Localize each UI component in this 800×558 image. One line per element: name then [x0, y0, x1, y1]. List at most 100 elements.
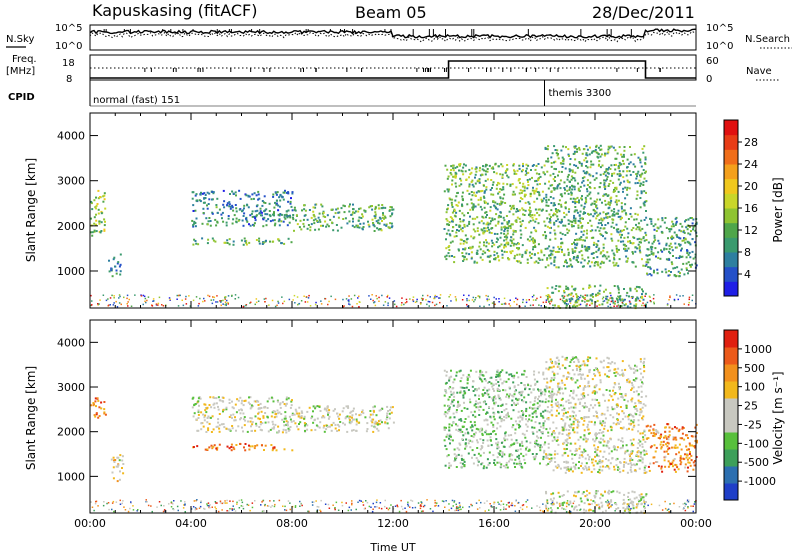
heatmap-cell [487, 178, 489, 180]
heatmap-cell [622, 447, 624, 449]
heatmap-cell [586, 237, 588, 239]
heatmap-cell [561, 388, 563, 390]
heatmap-cell [179, 295, 181, 297]
heatmap-cell [577, 167, 579, 169]
heatmap-cell [454, 453, 456, 455]
heatmap-cell [611, 210, 613, 212]
heatmap-cell [537, 444, 539, 446]
heatmap-cell [334, 408, 336, 410]
heatmap-cell [527, 426, 529, 428]
heatmap-cell [438, 297, 440, 299]
heatmap-cell [504, 438, 506, 440]
heatmap-cell [644, 205, 646, 207]
heatmap-cell [603, 211, 605, 213]
heatmap-cell [684, 303, 686, 305]
heatmap-cell [593, 415, 595, 417]
heatmap-cell [551, 409, 553, 411]
heatmap-cell [455, 296, 457, 298]
heatmap-cell [681, 226, 683, 228]
heatmap-cell [243, 404, 245, 406]
heatmap-cell [460, 180, 462, 182]
heatmap-cell [348, 301, 350, 303]
heatmap-cell [141, 295, 143, 297]
heatmap-cell [558, 365, 560, 367]
heatmap-cell [485, 189, 487, 191]
heatmap-cell [511, 459, 513, 461]
heatmap-cell [228, 428, 230, 430]
heatmap-cell [587, 184, 589, 186]
heatmap-cell [533, 371, 535, 373]
heatmap-cell [301, 209, 303, 211]
heatmap-cell [501, 456, 503, 458]
heatmap-cell [468, 439, 470, 441]
heatmap-cell [217, 406, 219, 408]
heatmap-cell [157, 304, 159, 306]
heatmap-cell [558, 290, 560, 292]
heatmap-cell [687, 272, 689, 274]
heatmap-cell [474, 218, 476, 220]
heatmap-cell [485, 371, 487, 373]
heatmap-cell [588, 193, 590, 195]
heatmap-cell [543, 254, 545, 256]
heatmap-cell [279, 195, 281, 197]
heatmap-cell [630, 290, 632, 292]
heatmap-cell [533, 192, 535, 194]
heatmap-cell [620, 406, 622, 408]
heatmap-cell [306, 296, 308, 298]
heatmap-cell [562, 225, 564, 227]
heatmap-cell [352, 221, 354, 223]
heatmap-cell [635, 228, 637, 230]
heatmap-cell [558, 305, 560, 307]
heatmap-cell [378, 204, 380, 206]
heatmap-cell [459, 392, 461, 394]
heatmap-cell [593, 242, 595, 244]
heatmap-cell [314, 204, 316, 206]
heatmap-cell [536, 188, 538, 190]
heatmap-cell [537, 398, 539, 400]
heatmap-cell [278, 302, 280, 304]
heatmap-cell [328, 412, 330, 414]
heatmap-cell [389, 297, 391, 299]
heatmap-cell [286, 210, 288, 212]
heatmap-cell [97, 303, 99, 305]
heatmap-cell [263, 210, 265, 212]
heatmap-cell [484, 207, 486, 209]
heatmap-cell [127, 303, 129, 305]
heatmap-cell [560, 404, 562, 406]
heatmap-cell [683, 273, 685, 275]
heatmap-cell [585, 201, 587, 203]
heatmap-cell [202, 301, 204, 303]
heatmap-cell [609, 297, 611, 299]
heatmap-cell [614, 149, 616, 151]
heatmap-cell [207, 208, 209, 210]
heatmap-cell [505, 227, 507, 229]
heatmap-cell [671, 263, 673, 265]
heatmap-cell [453, 405, 455, 407]
heatmap-cell [205, 217, 207, 219]
heatmap-cell [486, 230, 488, 232]
heatmap-cell [382, 214, 384, 216]
heatmap-cell [413, 296, 415, 298]
heatmap-cell [389, 409, 391, 411]
heatmap-cell [517, 399, 519, 401]
heatmap-cell [217, 301, 219, 303]
heatmap-cell [221, 217, 223, 219]
heatmap-cell [558, 363, 560, 365]
heatmap-cell [478, 398, 480, 400]
freq-panel-frame [90, 55, 696, 80]
heatmap-cell [478, 395, 480, 397]
heatmap-cell [589, 147, 591, 149]
heatmap-cell [585, 199, 587, 201]
heatmap-cell [208, 446, 210, 448]
heatmap-cell [381, 204, 383, 206]
heatmap-cell [633, 219, 635, 221]
heatmap-cell [127, 301, 128, 303]
heatmap-cell [665, 244, 667, 246]
heatmap-cell [477, 428, 479, 430]
heatmap-cell [639, 246, 641, 248]
heatmap-cell [579, 457, 581, 459]
heatmap-cell [207, 427, 209, 429]
heatmap-cell [490, 193, 492, 195]
heatmap-cell [121, 467, 123, 469]
heatmap-cell [463, 295, 465, 297]
